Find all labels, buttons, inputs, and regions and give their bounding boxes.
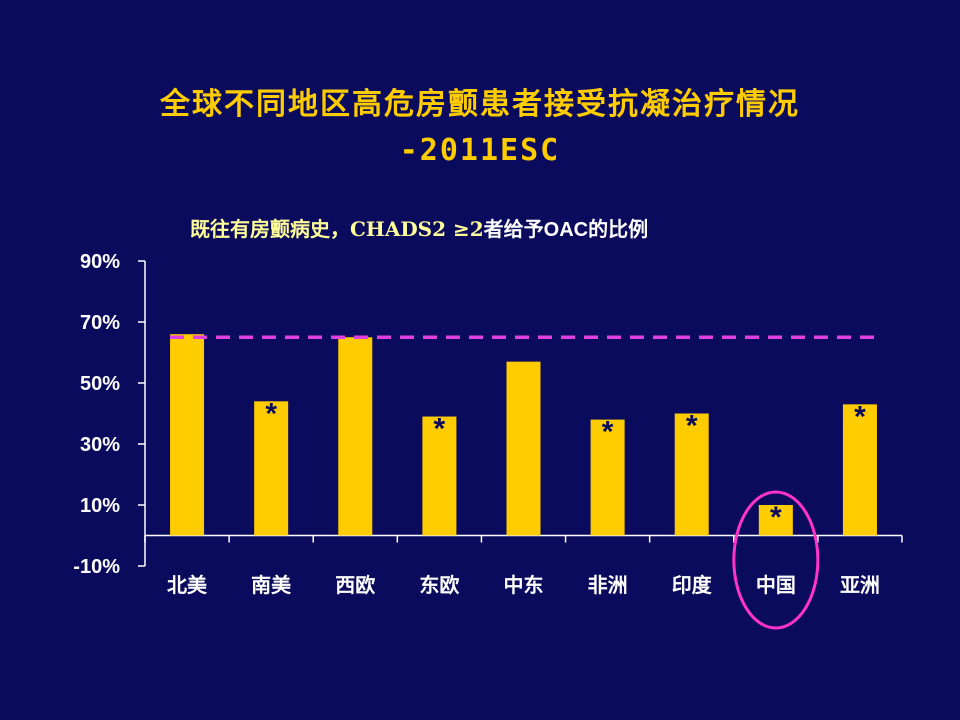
y-tick-label: 50% bbox=[80, 373, 120, 395]
y-tick-label: -10% bbox=[73, 556, 120, 578]
highlight-circle bbox=[732, 490, 820, 630]
x-category-label: 非洲 bbox=[588, 573, 628, 597]
significance-asterisk: * bbox=[854, 400, 866, 433]
significance-asterisk: * bbox=[686, 410, 698, 443]
x-category-label: 西欧 bbox=[335, 573, 375, 597]
x-category-label: 中国 bbox=[756, 573, 796, 597]
bar bbox=[842, 404, 877, 536]
bar bbox=[254, 401, 289, 536]
significance-asterisk: * bbox=[434, 413, 446, 446]
bar bbox=[758, 505, 793, 536]
bar bbox=[338, 337, 373, 536]
significance-asterisk: * bbox=[265, 397, 277, 430]
x-category-label: 南美 bbox=[251, 573, 292, 597]
title-line-2: -2011ESC bbox=[399, 133, 561, 168]
x-category-label: 亚洲 bbox=[840, 573, 880, 597]
y-tick-label: 70% bbox=[80, 312, 120, 334]
bar bbox=[590, 419, 625, 536]
x-category-label: 东欧 bbox=[419, 573, 459, 597]
x-category-label: 印度 bbox=[672, 573, 713, 597]
bar bbox=[170, 334, 205, 536]
y-tick-label: 10% bbox=[80, 495, 120, 517]
y-tick-label: 30% bbox=[80, 434, 120, 456]
x-category-label: 中东 bbox=[504, 573, 544, 597]
bar bbox=[422, 416, 457, 536]
slide-title: 全球不同地区高危房颤患者接受抗凝治疗情况 -2011ESC bbox=[0, 82, 960, 174]
bar bbox=[674, 413, 709, 536]
bar bbox=[506, 361, 541, 536]
significance-asterisk: * bbox=[602, 416, 614, 449]
y-tick-label: 90% bbox=[80, 251, 120, 273]
x-category-label: 北美 bbox=[167, 573, 208, 597]
subtitle-part-2: 者给予OAC的比例 bbox=[483, 219, 649, 241]
subtitle-part-1: 既往有房颤病史，CHADS2 ≥2 bbox=[190, 217, 484, 241]
chart-subtitle: 既往有房颤病史，CHADS2 ≥2者给予OAC的比例 bbox=[190, 213, 648, 242]
significance-asterisk: * bbox=[770, 501, 782, 534]
title-line-1: 全球不同地区高危房颤患者接受抗凝治疗情况 bbox=[160, 87, 800, 122]
